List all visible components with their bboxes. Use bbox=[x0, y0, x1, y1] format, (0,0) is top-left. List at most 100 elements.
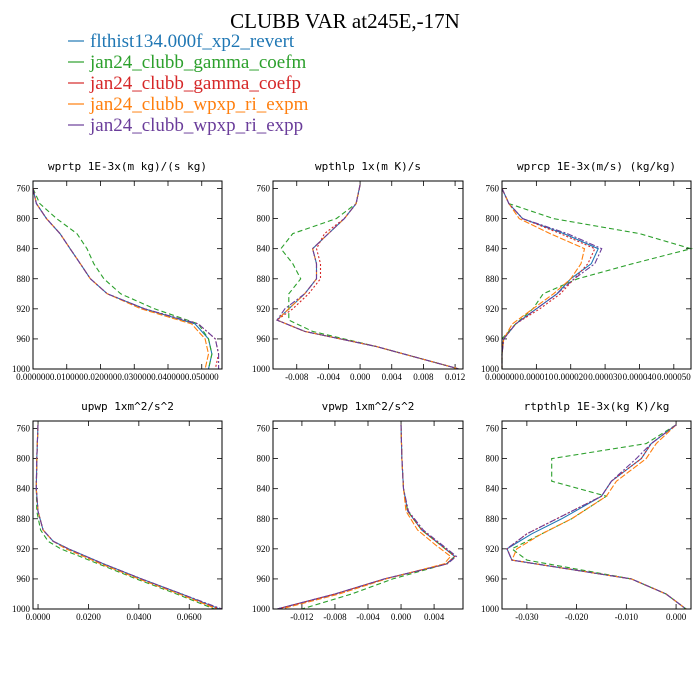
panel-title: upwp 1xm^2/s^2 bbox=[81, 400, 174, 413]
x-tick-label: -0.008 bbox=[323, 612, 347, 622]
chart-panel-5: rtpthlp 1E-3x(kg K)/kg 760 800 840 880 920 960… bbox=[481, 400, 692, 622]
plot-frame bbox=[32, 180, 223, 370]
x-tick-label: 0.050000 bbox=[185, 372, 219, 382]
x-tick-label: -0.004 bbox=[317, 372, 341, 382]
plot-frame bbox=[272, 420, 464, 610]
series-line-0 bbox=[506, 424, 687, 610]
y-tick-label: 880 bbox=[17, 274, 31, 284]
x-tick-label: 0.000000 bbox=[16, 372, 50, 382]
x-tick-label: -0.004 bbox=[356, 612, 380, 622]
y-tick-label: 920 bbox=[257, 304, 271, 314]
x-tick-label: 0.000040 bbox=[623, 372, 657, 382]
series-line-3 bbox=[511, 424, 687, 610]
series-line-2 bbox=[32, 188, 220, 370]
plot-frame bbox=[501, 180, 692, 370]
x-tick-label: 0.004 bbox=[424, 612, 445, 622]
series-line-1 bbox=[35, 424, 215, 610]
y-tick-label: 960 bbox=[257, 574, 271, 584]
y-tick-label: 1000 bbox=[481, 364, 500, 374]
x-tick-label: 0.000 bbox=[391, 612, 412, 622]
series-line-0 bbox=[32, 188, 213, 370]
y-tick-label: 880 bbox=[486, 514, 500, 524]
y-tick-label: 1000 bbox=[12, 364, 31, 374]
y-tick-label: 760 bbox=[17, 424, 31, 434]
legend-label-1: jan24_clubb_gamma_coefm bbox=[89, 52, 307, 73]
x-tick-label: 0.000 bbox=[666, 612, 687, 622]
y-tick-label: 920 bbox=[486, 544, 500, 554]
series-line-0 bbox=[276, 184, 460, 370]
plot-frame bbox=[501, 420, 692, 610]
y-tick-label: 760 bbox=[257, 424, 271, 434]
y-tick-label: 840 bbox=[486, 484, 500, 494]
series-line-2 bbox=[275, 184, 460, 370]
series-line-3 bbox=[276, 184, 460, 370]
y-tick-label: 840 bbox=[17, 484, 31, 494]
series-line-0 bbox=[276, 424, 456, 610]
y-tick-label: 840 bbox=[257, 244, 271, 254]
y-tick-label: 760 bbox=[486, 424, 500, 434]
series-line-4 bbox=[506, 424, 687, 610]
panel-title: rtpthlp 1E-3x(kg K)/kg bbox=[524, 400, 670, 413]
x-tick-label: 0.000000 bbox=[485, 372, 519, 382]
y-tick-label: 760 bbox=[17, 184, 31, 194]
panel-title: wpthlp 1x(m K)/s bbox=[315, 160, 421, 173]
series-line-3 bbox=[35, 424, 218, 610]
series-line-2 bbox=[501, 188, 596, 369]
legend-label-3: jan24_clubb_wpxp_ri_expm bbox=[89, 94, 309, 115]
y-tick-label: 840 bbox=[486, 244, 500, 254]
y-tick-label: 800 bbox=[486, 214, 500, 224]
y-tick-label: 920 bbox=[486, 304, 500, 314]
x-tick-label: 0.0600 bbox=[177, 612, 202, 622]
y-tick-label: 960 bbox=[486, 334, 500, 344]
series-line-3 bbox=[501, 188, 586, 369]
x-tick-label: -0.010 bbox=[615, 612, 639, 622]
x-tick-label: 0.000020 bbox=[554, 372, 588, 382]
y-tick-label: 840 bbox=[17, 244, 31, 254]
x-tick-label: 0.000050 bbox=[657, 372, 691, 382]
y-tick-label: 880 bbox=[17, 514, 31, 524]
x-tick-label: 0.010000 bbox=[50, 372, 84, 382]
y-tick-label: 800 bbox=[257, 454, 271, 464]
x-tick-label: -0.020 bbox=[565, 612, 589, 622]
y-tick-label: 1000 bbox=[481, 604, 500, 614]
y-tick-label: 800 bbox=[257, 214, 271, 224]
legend: flthist134.000f_xp2_revertjan24_clubb_ga… bbox=[68, 31, 309, 136]
series-line-4 bbox=[501, 188, 603, 369]
x-tick-label: 0.0400 bbox=[126, 612, 151, 622]
x-tick-label: 0.008 bbox=[413, 372, 434, 382]
legend-label-4: jan24_clubb_wpxp_ri_expp bbox=[89, 115, 303, 136]
panel-title: vpwp 1xm^2/s^2 bbox=[322, 400, 415, 413]
series-line-1 bbox=[301, 424, 456, 610]
series-line-3 bbox=[32, 188, 210, 370]
y-tick-label: 800 bbox=[17, 214, 31, 224]
panel-title: wprcp 1E-3x(m/s) (kg/kg) bbox=[517, 160, 676, 173]
y-tick-label: 1000 bbox=[252, 604, 271, 614]
chart-panel-3: upwp 1xm^2/s^2 760 800 840 880 920 960 10000.00… bbox=[12, 400, 223, 622]
series-line-1 bbox=[501, 188, 694, 369]
x-tick-label: 0.020000 bbox=[84, 372, 118, 382]
y-tick-label: 960 bbox=[257, 334, 271, 344]
legend-label-0: flthist134.000f_xp2_revert bbox=[90, 31, 295, 52]
chart-panels: wprtp 1E-3x(m kg)/(s kg) 760 800 840 880 920 9… bbox=[12, 160, 694, 622]
y-tick-label: 1000 bbox=[252, 364, 271, 374]
x-tick-label: 0.040000 bbox=[151, 372, 185, 382]
series-line-1 bbox=[32, 188, 213, 370]
x-tick-label: 0.004 bbox=[382, 372, 403, 382]
x-tick-label: -0.012 bbox=[290, 612, 313, 622]
x-tick-label: 0.012 bbox=[445, 372, 465, 382]
series-line-0 bbox=[35, 424, 220, 610]
plot-frame bbox=[272, 180, 464, 370]
y-tick-label: 800 bbox=[486, 454, 500, 464]
series-line-3 bbox=[281, 424, 452, 610]
chart-panel-4: vpwp 1xm^2/s^2 760 800 840 880 920 960 1000 -0.0… bbox=[252, 400, 464, 622]
series-line-0 bbox=[501, 188, 599, 369]
series-line-1 bbox=[280, 184, 460, 370]
series-line-4 bbox=[276, 184, 460, 370]
y-tick-label: 920 bbox=[257, 544, 271, 554]
series-line-2 bbox=[35, 424, 220, 610]
x-tick-label: 0.0200 bbox=[76, 612, 101, 622]
series-line-1 bbox=[510, 424, 687, 610]
y-tick-label: 960 bbox=[17, 574, 31, 584]
series-line-2 bbox=[276, 424, 456, 610]
